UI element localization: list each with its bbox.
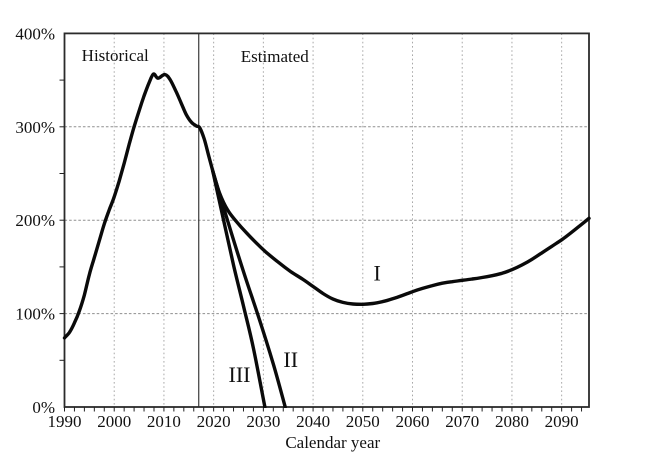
x-tick-label: 1990: [48, 412, 82, 431]
y-tick-label: 0%: [32, 398, 55, 417]
series-label-I: I: [374, 260, 381, 285]
series-label-III: III: [229, 362, 251, 387]
x-tick-label: 2010: [147, 412, 181, 431]
region-label-estimated: Estimated: [241, 47, 309, 66]
x-tick-label: 2020: [197, 412, 231, 431]
x-tick-label: 2050: [346, 412, 380, 431]
x-tick-label: 2060: [396, 412, 430, 431]
series-alternative-I-line: [211, 169, 591, 306]
series-group: [62, 72, 591, 409]
series-label-II: II: [283, 347, 298, 372]
x-tick-label: 2090: [545, 412, 579, 431]
region-label-historical: Historical: [82, 46, 149, 65]
series-historical-line: [62, 72, 215, 340]
x-tick-label: 2040: [296, 412, 330, 431]
series-alternative-III-line: [211, 169, 267, 409]
series-alternative-II-line: [211, 169, 287, 409]
x-tick-label: 2000: [97, 412, 131, 431]
x-tick-label: 2070: [445, 412, 479, 431]
y-tick-label: 200%: [15, 211, 55, 230]
x-tick-label: 2080: [495, 412, 529, 431]
y-tick-label: 400%: [15, 24, 55, 43]
y-tick-label: 300%: [15, 118, 55, 137]
y-tick-label: 100%: [15, 305, 55, 324]
x-tick-label: 2030: [246, 412, 280, 431]
x-axis-title: Calendar year: [285, 433, 380, 452]
